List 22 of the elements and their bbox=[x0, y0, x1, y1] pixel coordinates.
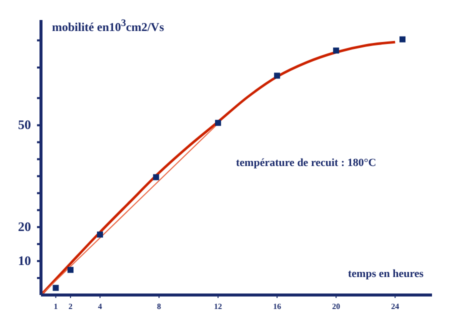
x-tick-label: 4 bbox=[98, 302, 102, 311]
x-axis-title: temps en heures bbox=[348, 268, 424, 280]
point bbox=[333, 48, 340, 54]
point bbox=[97, 232, 104, 238]
x-tick-label: 12 bbox=[214, 302, 222, 311]
point bbox=[153, 174, 160, 180]
x-tick-label: 1 bbox=[54, 302, 58, 311]
x-tick-label: 20 bbox=[332, 302, 340, 311]
y-axis-title: mobilité en10$^{3}$cm2/Vs bbox=[52, 18, 164, 35]
y-tick-label: 10 bbox=[18, 253, 31, 268]
point bbox=[215, 120, 222, 126]
x-tick-label: 8 bbox=[157, 302, 162, 311]
annotation: température de recuit : 180°C bbox=[236, 157, 376, 169]
point bbox=[274, 72, 280, 79]
x-tick-label: 2 bbox=[68, 302, 73, 311]
x-tick-label: 16 bbox=[273, 302, 282, 311]
point bbox=[52, 284, 59, 291]
y-tick-label: 50 bbox=[18, 117, 31, 132]
point bbox=[399, 36, 406, 42]
y-tick-label: 20 bbox=[18, 219, 31, 234]
x-tick-label: 24 bbox=[391, 302, 400, 311]
point bbox=[68, 266, 74, 273]
